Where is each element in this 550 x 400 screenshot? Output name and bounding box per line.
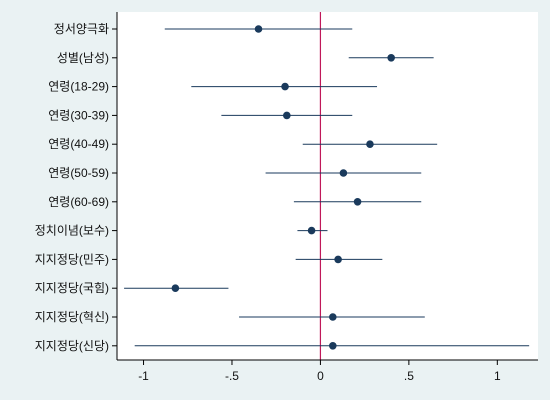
x-tick-label: 0 [317, 369, 324, 383]
category-label: 연령(50-59) [48, 166, 109, 180]
category-label: 정치이념(보수) [35, 224, 109, 238]
category-label: 지지정당(국힘) [35, 281, 109, 295]
category-label: 연령(30-39) [48, 108, 109, 122]
category-label: 정서양극화 [54, 22, 109, 36]
category-label: 지지정당(혁신) [35, 310, 109, 324]
x-tick-label: -.5 [225, 369, 239, 383]
point-estimate [254, 25, 263, 33]
point-estimate [353, 198, 362, 206]
point-estimate [387, 54, 395, 62]
category-label: 지지정당(신당) [35, 339, 109, 353]
point-estimate [334, 255, 342, 264]
x-tick-label: 1 [494, 369, 501, 383]
point-estimate [339, 169, 348, 177]
x-tick-label: -1 [138, 369, 149, 383]
category-label: 연령(40-49) [48, 137, 109, 151]
plot-area [117, 12, 538, 360]
point-estimate [329, 313, 337, 321]
point-estimate [307, 226, 316, 235]
point-estimate [283, 111, 291, 120]
point-estimate [329, 342, 337, 350]
x-tick-label: .5 [404, 369, 414, 383]
point-estimate [171, 284, 180, 293]
category-label: 성별(남성) [57, 51, 109, 65]
category-label: 연령(60-69) [48, 195, 109, 209]
point-estimate [366, 140, 374, 148]
category-label: 연령(18-29) [48, 80, 109, 94]
point-estimate [281, 82, 289, 91]
category-label: 지지정당(민주) [35, 252, 109, 266]
